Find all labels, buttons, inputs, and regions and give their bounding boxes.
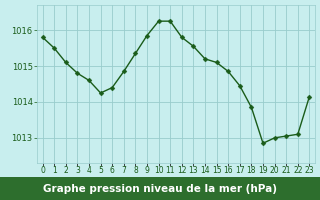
Text: Graphe pression niveau de la mer (hPa): Graphe pression niveau de la mer (hPa) [43,184,277,194]
